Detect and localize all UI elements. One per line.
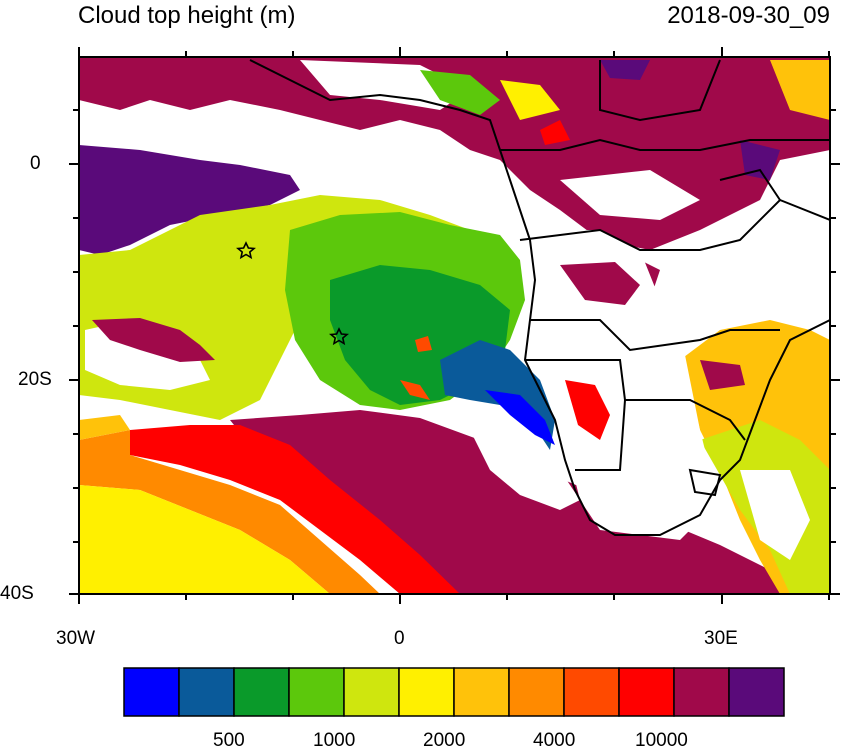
site-marker-2: [329, 327, 349, 346]
cloud-purple-west: [79, 145, 300, 255]
timestamp-label: 2018-09-30_09: [667, 2, 830, 29]
x-label-30e: 30E: [704, 628, 738, 649]
site-marker-1: [236, 241, 256, 260]
axis-ticks: [69, 47, 840, 604]
colorbar-label-10000: 10000: [635, 730, 688, 751]
colorbar-label-500: 500: [213, 730, 245, 751]
country-borders: [249, 59, 830, 536]
y-label-20s: 20S: [18, 369, 52, 390]
colorbar-label-1000: 1000: [313, 730, 356, 751]
plot-title: Cloud top height (m): [78, 2, 296, 29]
y-label-40s: 40S: [0, 583, 34, 604]
y-label-0: 0: [30, 153, 41, 174]
x-label-0: 0: [394, 628, 405, 649]
colorbar-label-4000: 4000: [533, 730, 576, 751]
cloud-south-front: [230, 410, 780, 594]
cloud-orange-edge: [79, 430, 380, 594]
cloud-red-edge: [130, 425, 460, 594]
colorbar-label-2000: 2000: [423, 730, 466, 751]
x-label-30w: 30W: [56, 628, 96, 649]
land-clear-africa: [525, 230, 710, 540]
cloud-yellow-south: [79, 485, 330, 594]
